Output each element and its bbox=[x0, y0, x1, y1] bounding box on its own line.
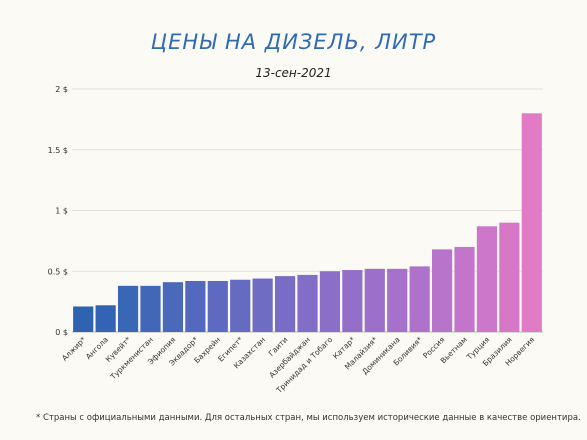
bar bbox=[230, 279, 251, 332]
y-tick-labels: 0 $ 0.5 $ 1 $ 1.5 $ 2 $ bbox=[48, 85, 68, 337]
y-tick-label: 2 $ bbox=[55, 85, 68, 94]
chart-title: ЦЕНЫ НА ДИЗЕЛЬ, ЛИТР bbox=[150, 30, 437, 54]
bar bbox=[409, 266, 430, 332]
bar bbox=[274, 276, 296, 332]
chart-subtitle: 13-сен-2021 bbox=[255, 66, 332, 80]
x-tick-label: Алжир* bbox=[60, 335, 88, 363]
bar bbox=[95, 305, 116, 332]
bar bbox=[207, 280, 228, 332]
x-tick-labels: Алжир*АнголаКувейт*ТуркменистанЭфиопияЭк… bbox=[60, 335, 536, 396]
bar bbox=[140, 285, 161, 332]
bar bbox=[117, 285, 139, 332]
bar bbox=[342, 270, 363, 332]
y-tick-label: 0 $ bbox=[55, 328, 68, 337]
bar bbox=[162, 282, 184, 332]
bar bbox=[297, 274, 318, 332]
bar bbox=[521, 113, 542, 332]
bar bbox=[185, 280, 206, 332]
footnote: * Страны с официальными данными. Для ост… bbox=[36, 413, 581, 423]
bar bbox=[499, 222, 520, 332]
bar bbox=[319, 271, 341, 332]
bars bbox=[73, 113, 542, 332]
bar bbox=[73, 306, 94, 332]
y-tick-label: 0.5 $ bbox=[48, 267, 68, 276]
bar bbox=[387, 268, 408, 332]
bar bbox=[364, 268, 385, 332]
y-tick-label: 1 $ bbox=[55, 207, 68, 216]
bar bbox=[252, 278, 273, 332]
bar bbox=[476, 226, 498, 332]
bar bbox=[431, 249, 453, 332]
bar bbox=[454, 246, 475, 332]
y-tick-label: 1.5 $ bbox=[48, 146, 68, 155]
